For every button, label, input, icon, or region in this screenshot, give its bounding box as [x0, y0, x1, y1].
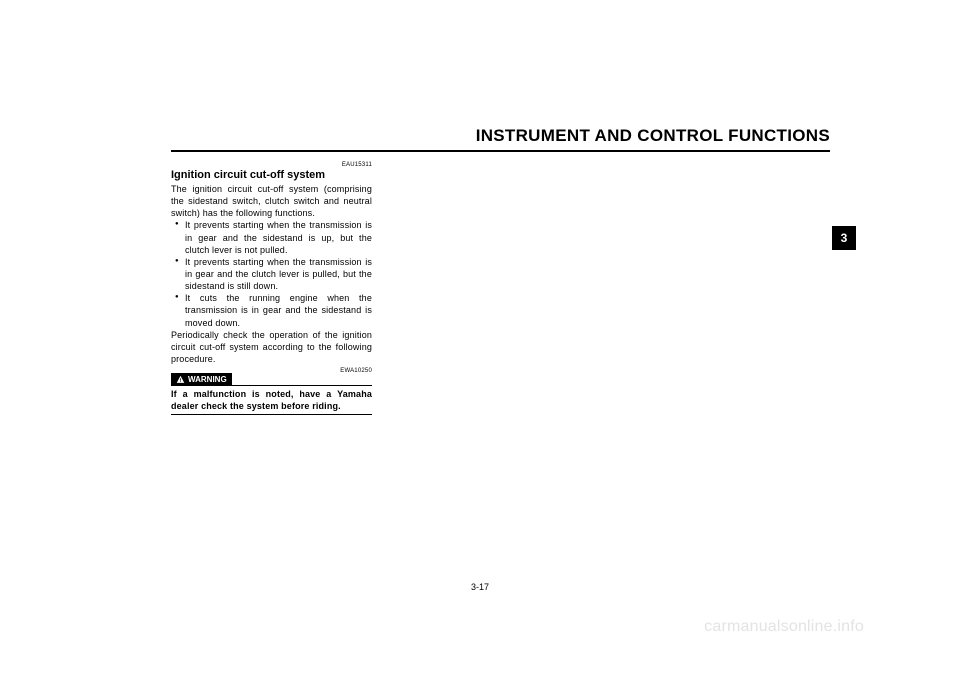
- warning-label: WARNING: [171, 373, 232, 386]
- list-item: It prevents starting when the transmissi…: [171, 256, 372, 292]
- list-item: It prevents starting when the transmissi…: [171, 219, 372, 255]
- intro-paragraph: The ignition circuit cut-off system (com…: [171, 183, 372, 219]
- watermark: carmanualsonline.info: [704, 618, 864, 636]
- warning-row: WARNING EWA10250: [171, 373, 372, 386]
- bullet-list: It prevents starting when the transmissi…: [171, 219, 372, 328]
- closing-paragraph: Periodically check the operation of the …: [171, 329, 372, 365]
- list-item: It cuts the running engine when the tran…: [171, 292, 372, 328]
- section-heading: Ignition circuit cut-off system: [171, 169, 372, 181]
- content-area: INSTRUMENT AND CONTROL FUNCTIONS EAU1531…: [171, 126, 830, 415]
- page-header-title: INSTRUMENT AND CONTROL FUNCTIONS: [476, 126, 830, 146]
- end-rule: [171, 414, 372, 415]
- chapter-tab: 3: [832, 226, 856, 250]
- ref-code: EAU15311: [171, 162, 372, 168]
- header-row: INSTRUMENT AND CONTROL FUNCTIONS: [171, 126, 830, 152]
- ref-code: EWA10250: [340, 368, 372, 374]
- warning-label-text: WARNING: [188, 375, 227, 384]
- warning-paragraph: If a malfunction is noted, have a Yamaha…: [171, 388, 372, 412]
- page: INSTRUMENT AND CONTROL FUNCTIONS EAU1531…: [0, 0, 960, 678]
- warning-icon: [176, 375, 185, 384]
- page-number: 3-17: [0, 582, 960, 592]
- warning-rule: EWA10250: [232, 374, 372, 386]
- body-column: EAU15311 Ignition circuit cut-off system…: [171, 162, 372, 415]
